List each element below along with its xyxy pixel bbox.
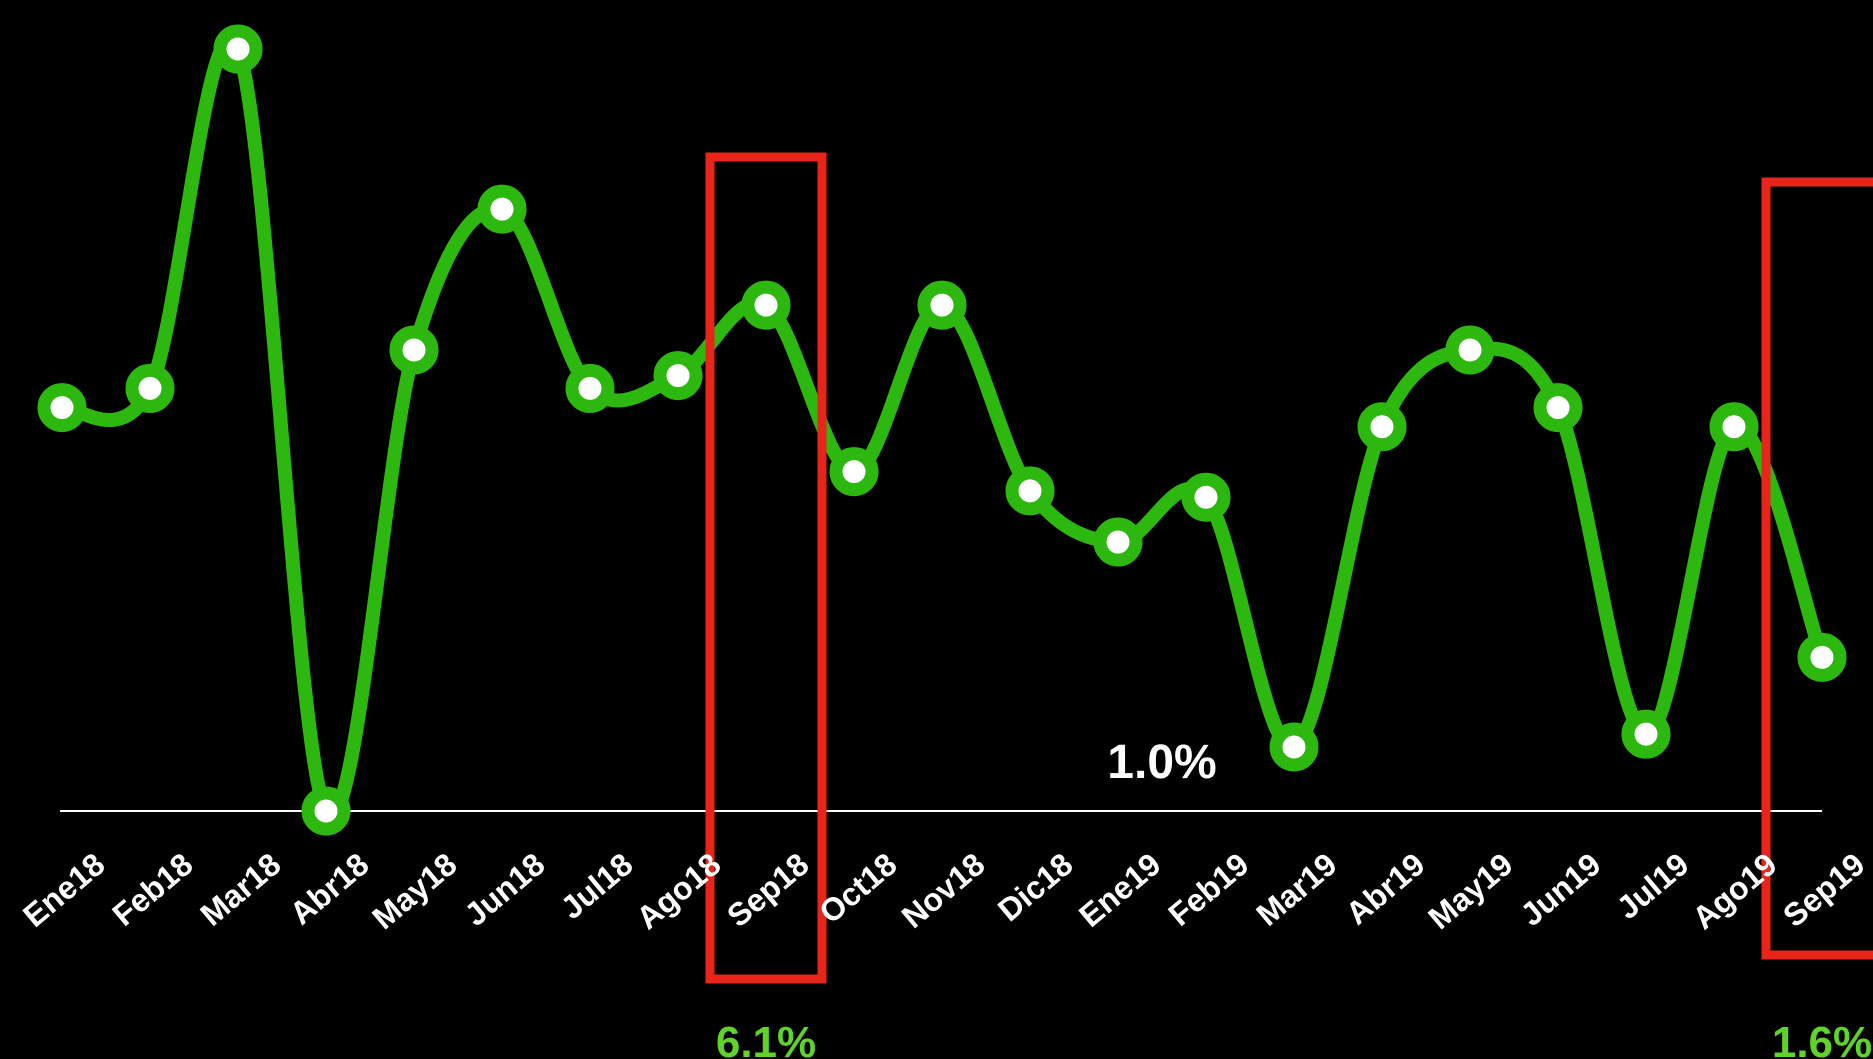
highlight-group: 6.1% 1.6%: [705, 152, 1873, 1059]
data-point-dic18: [1005, 466, 1055, 516]
reference-group: 1.0%: [60, 736, 1822, 812]
highlight-label-sep19: 1.6%: [1772, 1018, 1872, 1059]
data-point-oct18: [829, 447, 879, 497]
data-point-ago18: [653, 351, 703, 401]
highlight-box-sep19: [1761, 177, 1873, 960]
data-point-ene18: [37, 383, 87, 433]
highlight-box-sep18: [705, 152, 827, 984]
data-point-jun19: [1533, 383, 1583, 433]
data-point-sep18: [741, 280, 791, 330]
series-group: [37, 24, 1847, 836]
data-point-jul19: [1621, 709, 1671, 759]
data-point-may19: [1445, 325, 1495, 375]
data-point-mar18: [213, 24, 263, 74]
reference-line-label: 1.0%: [1107, 736, 1216, 789]
data-point-ago19: [1709, 402, 1759, 452]
data-point-feb19: [1181, 472, 1231, 522]
data-point-mar19: [1269, 722, 1319, 772]
data-point-nov18: [917, 280, 967, 330]
data-point-abr19: [1357, 402, 1407, 452]
data-point-may18: [389, 325, 439, 375]
data-point-jul18: [565, 363, 615, 413]
data-point-sep19: [1797, 632, 1847, 682]
data-point-jun18: [477, 184, 527, 234]
data-point-ene19: [1093, 517, 1143, 567]
data-point-feb18: [125, 363, 175, 413]
highlight-label-sep18: 6.1%: [716, 1018, 816, 1059]
data-point-abr18: [301, 786, 351, 836]
